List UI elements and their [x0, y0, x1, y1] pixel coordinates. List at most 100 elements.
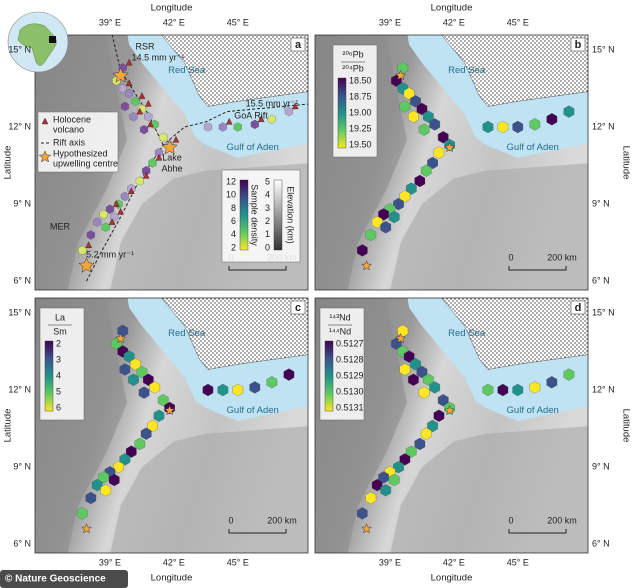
colorbar-tick: 2	[56, 338, 61, 348]
legend-label: volcano	[53, 124, 84, 134]
scale-bar	[228, 266, 287, 271]
colorbar-tick: 2	[265, 216, 270, 226]
credit-bg	[0, 570, 128, 588]
volcano	[125, 58, 133, 66]
colorbar-tick: 6	[231, 216, 236, 226]
colorbar	[44, 340, 54, 412]
sample-hex	[420, 427, 432, 440]
density-bar	[239, 179, 249, 251]
colorbar-tick: 0.5127	[336, 338, 364, 348]
sample-hex	[119, 453, 131, 466]
sample-hex	[283, 368, 295, 381]
colorbar-title: Elevation (km)	[286, 186, 296, 244]
y-axis-title: Latitude	[3, 409, 14, 443]
letter-box	[290, 37, 306, 52]
sample-hex	[232, 383, 244, 397]
globe-africa	[17, 23, 57, 66]
colorbar-tick: 8	[231, 203, 236, 213]
y-tick-label: 9° N	[13, 198, 31, 208]
sample-hex	[437, 394, 449, 407]
y-axis-title: Latitude	[620, 409, 631, 443]
sample-hex	[422, 110, 434, 123]
sample-hex	[497, 383, 509, 397]
x-axis-title: Longitude	[431, 3, 473, 14]
sample-hex	[249, 381, 261, 394]
sample-hex	[120, 101, 129, 112]
sample-hex	[403, 350, 415, 363]
y-tick-label: 9° N	[592, 461, 610, 471]
y-tick-label: 15° N	[592, 44, 615, 54]
scale-label: 0	[508, 515, 513, 525]
legend-label: Rift axis	[53, 137, 86, 147]
sample-hex	[125, 445, 137, 458]
sea-label: Gulf of Aden	[227, 405, 279, 416]
sea-label: Red Sea	[448, 65, 486, 76]
sample-hex	[433, 409, 445, 422]
colorbar-tick: 19.50	[349, 139, 372, 149]
volcano	[144, 99, 152, 107]
y-axis-title: Latitude	[3, 146, 14, 180]
sea-label: Red Sea	[168, 65, 206, 76]
arabia	[161, 35, 308, 107]
colorbar-title: ¹⁴³Nd	[329, 312, 350, 322]
sample-hex	[418, 123, 430, 136]
sample-hex	[108, 473, 120, 487]
sample-hex	[393, 197, 404, 211]
upwelling-star	[395, 332, 407, 344]
sea	[127, 35, 308, 158]
x-tick-label: 42° E	[163, 557, 185, 567]
colorbar-title: ²⁰⁴Pb	[342, 63, 363, 73]
upwelling-star	[164, 404, 175, 416]
volcano	[172, 135, 180, 143]
map-panel: c Red Sea Gulf of Aden 0 200 km La Sm 2 3 4 5 6	[34, 297, 309, 554]
sea-label: Gulf of Aden	[227, 142, 279, 153]
volcano	[136, 107, 144, 115]
sea-label: Gulf of Aden	[507, 405, 559, 416]
sample-hex	[119, 363, 131, 376]
globe-study-area	[49, 36, 56, 43]
sample-hex	[86, 230, 95, 240]
volcano	[257, 115, 265, 122]
x-tick-label: 45° E	[227, 17, 249, 27]
x-tick-label: 39° E	[99, 557, 121, 567]
volcano	[225, 117, 233, 125]
sample-hex	[399, 100, 411, 113]
sample-hex	[399, 363, 411, 376]
legend-volcano	[41, 117, 49, 125]
annotation: 15.5 mm yr⁻¹	[246, 98, 299, 108]
panel-frame	[314, 297, 589, 554]
sample-hex	[416, 102, 428, 116]
x-tick-label: 45° E	[227, 557, 249, 567]
sample-hex	[159, 132, 168, 142]
arabia	[441, 35, 588, 107]
volcano	[85, 241, 92, 248]
y-tick-label: 12° N	[592, 121, 615, 131]
colorbar-tick: 0.5129	[336, 370, 364, 380]
sea-label: Red Sea	[448, 328, 486, 339]
legend-star	[38, 150, 52, 163]
panel-letter: a	[295, 39, 302, 51]
legend-box	[221, 169, 301, 263]
sample-hex	[482, 120, 494, 134]
sample-hex	[512, 383, 524, 397]
sea	[407, 35, 588, 158]
scale-label: 200 km	[547, 252, 577, 262]
y-tick-label: 9° N	[13, 461, 31, 471]
upwelling-star	[361, 523, 372, 534]
panel-letter: b	[575, 39, 582, 51]
sample-hex	[563, 368, 575, 381]
colorbar-tick: 0.5131	[336, 402, 364, 412]
y-tick-label: 9° N	[592, 198, 610, 208]
legend-label: upwelling centre	[53, 158, 118, 168]
map-panel: b Red Sea Gulf of Aden 0 200 km ²⁰⁶Pb ²⁰⁴Pb 18.…	[314, 34, 589, 291]
y-tick-label: 15° N	[8, 44, 31, 54]
sample-hex	[136, 365, 148, 379]
sample-hex	[266, 376, 278, 389]
legend-label: Holocene	[53, 114, 91, 124]
sample-hex	[427, 419, 438, 433]
sample-hex	[497, 120, 509, 134]
sample-hex	[129, 112, 138, 122]
map-layers	[315, 298, 588, 553]
sample-hex	[427, 156, 438, 170]
